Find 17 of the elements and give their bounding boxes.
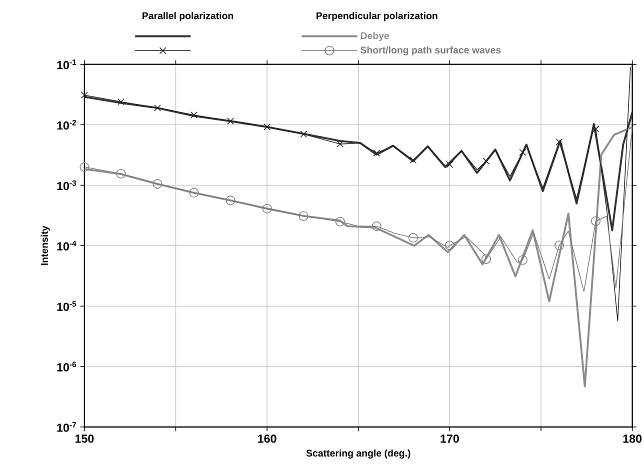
x-axis-title: Scattering angle (deg.) [306, 449, 410, 459]
y-tick-label: 10$^{-6}$ [57, 362, 76, 372]
x-tick-label: 180 [623, 434, 642, 443]
y-tick-label: 10$^{-2}$ [57, 120, 76, 130]
x-tick-label: 150 [75, 434, 94, 443]
y-tick-label: 10$^{-1}$ [57, 59, 76, 70]
y-axis-title: Intensity [40, 226, 50, 265]
text: Debye [360, 32, 390, 42]
y-tick-label: 10$^{-5}$ [57, 301, 76, 311]
x-tick-label: 160 [258, 434, 276, 443]
y-tick-label: 10$^{-4}$ [57, 240, 76, 250]
y-tick-label: 10$^{-7}$ [57, 422, 76, 432]
y-tick-label: 10$^{-3}$ [57, 180, 76, 190]
text: Short/long path surface waves [360, 46, 501, 56]
text: Parallel polarization [142, 12, 234, 22]
x-tick-label: 170 [440, 434, 459, 443]
text: Perpendicular polarization [316, 12, 438, 22]
